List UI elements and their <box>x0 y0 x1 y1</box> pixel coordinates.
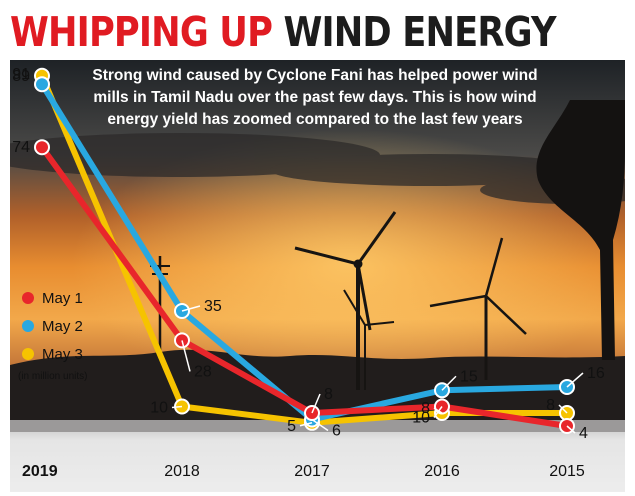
data-label-may-3-2017: 5 <box>287 418 296 435</box>
data-label-may-1-2015: 4 <box>579 425 588 442</box>
headline-part2: WIND ENERGY <box>283 8 556 56</box>
leader-line <box>171 405 183 409</box>
legend-marker-may-3 <box>22 348 34 360</box>
point-may-2-2019 <box>34 76 50 93</box>
data-label-may-3-2016: 8 <box>421 400 430 417</box>
x-axis: 2019 2018 2017 2016 2015 <box>22 463 585 480</box>
legend-marker-may-1 <box>22 292 34 304</box>
leader-line <box>433 407 443 414</box>
unit-note: (in million units) <box>18 371 87 382</box>
leader-line <box>181 340 191 372</box>
leader-line <box>558 404 568 414</box>
leader-line <box>566 425 576 434</box>
chart-panel: Strong wind caused by Cyclone Fani has h… <box>10 60 625 492</box>
leader-line <box>311 393 321 414</box>
data-label-may-3-2018: 10 <box>150 400 168 417</box>
x-tick-2017: 2017 <box>294 463 330 480</box>
leader-line <box>181 305 201 312</box>
leader-line <box>566 372 584 388</box>
data-label-may-3-2019: 91 <box>12 66 30 83</box>
data-label-may-1-2017: 8 <box>324 386 333 403</box>
leader-line <box>299 422 313 427</box>
subtitle-line-1: Strong wind caused by Cyclone Fani has h… <box>92 67 537 84</box>
legend-label-may-3: May 3 <box>42 346 83 363</box>
legend-label-may-2: May 2 <box>42 318 83 335</box>
data-label-may-2-2018: 35 <box>204 298 222 315</box>
x-tick-2019: 2019 <box>22 463 58 480</box>
data-label-may-1-2016: 10 <box>412 410 430 427</box>
subtitle-line-3: energy yield has zoomed compared to the … <box>107 111 522 128</box>
subtitle: Strong wind caused by Cyclone Fani has h… <box>92 67 537 128</box>
x-tick-2018: 2018 <box>164 463 200 480</box>
wind-turbine-icon <box>150 211 527 390</box>
axis-band <box>10 420 625 492</box>
data-label-may-2-2015: 16 <box>587 365 605 382</box>
leader-line <box>433 406 443 418</box>
headline: WHIPPING UP WIND ENERGY <box>10 6 557 58</box>
data-label-may-1-2019: 74 <box>12 139 30 156</box>
data-label-may-2-2016: 15 <box>460 368 478 385</box>
legend: May 1 May 2 May 3 (in million units) <box>18 290 87 382</box>
x-tick-2016: 2016 <box>424 463 460 480</box>
data-label-may-3-2015: 8 <box>546 397 555 414</box>
subtitle-line-2: mills in Tamil Nadu over the past few da… <box>93 89 536 106</box>
legend-marker-may-2 <box>22 320 34 332</box>
data-label-may-1-2018: 28 <box>194 363 212 380</box>
point-may-1-2019 <box>34 139 50 156</box>
tree-silhouette <box>536 100 625 360</box>
data-label-may-2-2017: 6 <box>332 423 341 440</box>
leader-line <box>311 418 329 432</box>
headline-part1: WHIPPING UP <box>10 8 273 56</box>
legend-label-may-1: May 1 <box>42 290 83 307</box>
leader-line <box>441 375 457 391</box>
data-label-may-2-2019: 89 <box>12 68 30 85</box>
data-points <box>34 67 575 434</box>
x-tick-2015: 2015 <box>549 463 585 480</box>
